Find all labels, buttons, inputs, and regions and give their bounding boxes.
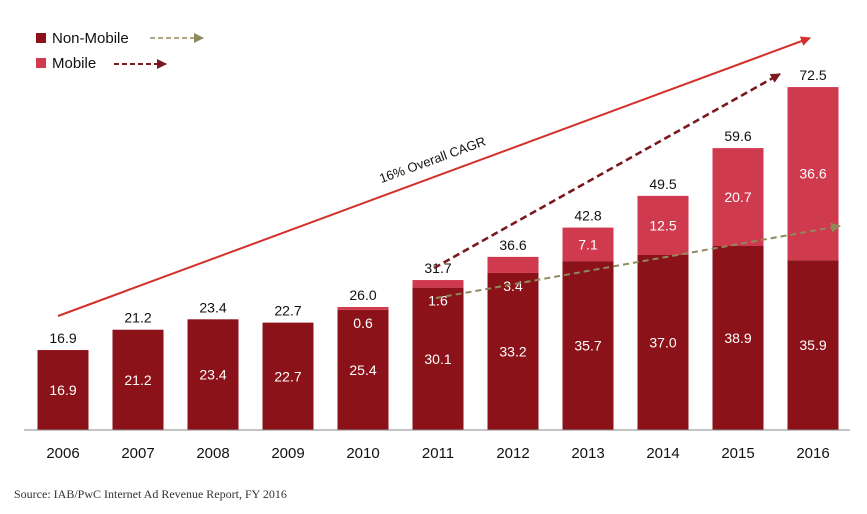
bar-non-mobile-2008 bbox=[187, 319, 239, 430]
label-non-mobile-2015: 38.9 bbox=[724, 330, 751, 346]
non-mobile-trend-arrow bbox=[435, 222, 841, 299]
x-tick-label-2013: 2013 bbox=[571, 445, 604, 462]
bar-non-mobile-2015 bbox=[712, 246, 764, 430]
label-non-mobile-2013: 35.7 bbox=[574, 338, 601, 354]
label-mobile-2011: 1.6 bbox=[428, 293, 448, 309]
total-label-2013: 42.8 bbox=[574, 208, 601, 224]
bar-non-mobile-2013 bbox=[562, 261, 614, 430]
legend-label-non-mobile: Non-Mobile bbox=[52, 30, 129, 47]
x-tick-label-2011: 2011 bbox=[422, 445, 454, 462]
bars-group: 16.9 16.9 21.2 21.2 23.4 23.4 22.7 22.7 25.4 0.6 2… bbox=[37, 67, 839, 430]
bar-mobile-2011 bbox=[412, 280, 464, 288]
bar-mobile-2014 bbox=[637, 195, 689, 255]
label-non-mobile-2012: 33.2 bbox=[499, 343, 526, 359]
overall-cagr-arrow bbox=[57, 36, 811, 317]
bar-mobile-2012 bbox=[487, 256, 539, 273]
total-label-2012: 36.6 bbox=[499, 237, 526, 253]
x-tick-label-2008: 2008 bbox=[196, 445, 229, 462]
x-tick-label-2006: 2006 bbox=[46, 445, 79, 462]
bar-mobile-2015 bbox=[712, 148, 764, 247]
total-label-2007: 21.2 bbox=[124, 310, 151, 326]
bar-mobile-2010 bbox=[337, 307, 389, 310]
total-label-2014: 49.5 bbox=[649, 176, 676, 192]
source-note: Source: IAB/PwC Internet Ad Revenue Repo… bbox=[14, 487, 287, 501]
label-non-mobile-2014: 37.0 bbox=[649, 334, 676, 350]
x-tick-label-2016: 2016 bbox=[796, 445, 829, 462]
label-non-mobile-2006: 16.9 bbox=[49, 382, 76, 398]
stacked-bar-chart: Non-Mobile Mobile 16% Overall CAGR 16.91… bbox=[24, 30, 850, 462]
total-label-2015: 59.6 bbox=[724, 128, 751, 144]
bar-non-mobile-2010 bbox=[337, 309, 389, 430]
total-label-2011: 31.7 bbox=[424, 260, 451, 276]
total-label-2008: 23.4 bbox=[199, 299, 226, 315]
x-tick-label-2014: 2014 bbox=[646, 445, 679, 462]
label-mobile-2014: 12.5 bbox=[649, 217, 676, 233]
label-non-mobile-2007: 21.2 bbox=[124, 372, 151, 388]
label-mobile-2015: 20.7 bbox=[724, 189, 751, 205]
total-label-2016: 72.5 bbox=[799, 67, 826, 83]
legend-swatch-mobile bbox=[36, 58, 46, 68]
total-label-2010: 26.0 bbox=[349, 287, 376, 303]
label-non-mobile-2008: 23.4 bbox=[199, 367, 226, 383]
label-non-mobile-2010: 25.4 bbox=[349, 362, 376, 378]
x-tick-label-2009: 2009 bbox=[271, 445, 304, 462]
mobile-trend-arrow bbox=[433, 72, 781, 270]
bar-non-mobile-2006 bbox=[37, 350, 89, 430]
x-tick-label-2010: 2010 bbox=[346, 445, 379, 462]
bar-non-mobile-2007 bbox=[112, 329, 164, 430]
legend-swatch-non-mobile bbox=[36, 33, 46, 43]
label-non-mobile-2009: 22.7 bbox=[274, 368, 301, 384]
bar-non-mobile-2014 bbox=[637, 254, 689, 430]
total-label-2009: 22.7 bbox=[274, 303, 301, 319]
label-mobile-2016: 36.6 bbox=[799, 166, 826, 182]
label-mobile-2010: 0.6 bbox=[353, 315, 373, 331]
label-non-mobile-2016: 35.9 bbox=[799, 337, 826, 353]
x-tick-label-2015: 2015 bbox=[721, 445, 754, 462]
x-tick-labels: 2006 2007 2008 2009 2010 2011 2012 2013 2014 2015… bbox=[46, 445, 829, 462]
bar-non-mobile-2009 bbox=[262, 322, 314, 430]
label-non-mobile-2011: 30.1 bbox=[424, 351, 451, 367]
bar-mobile-2013 bbox=[562, 227, 614, 262]
total-label-2006: 16.9 bbox=[49, 330, 76, 346]
x-tick-label-2012: 2012 bbox=[496, 445, 529, 462]
legend: Non-Mobile Mobile bbox=[36, 30, 204, 72]
x-tick-label-2007: 2007 bbox=[121, 445, 154, 462]
bar-non-mobile-2016 bbox=[787, 260, 839, 430]
label-mobile-2012: 3.4 bbox=[503, 278, 523, 294]
label-mobile-2013: 7.1 bbox=[578, 236, 598, 252]
bar-non-mobile-2012 bbox=[487, 272, 539, 430]
bar-non-mobile-2011 bbox=[412, 287, 464, 430]
legend-label-mobile: Mobile bbox=[52, 55, 96, 72]
